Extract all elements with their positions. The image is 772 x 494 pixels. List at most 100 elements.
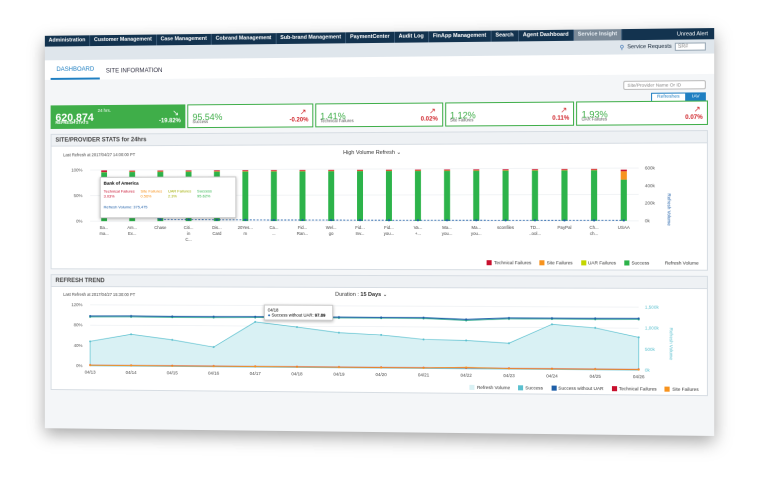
refresh-volume-point bbox=[445, 219, 449, 222]
refresh-volume-point bbox=[301, 218, 304, 222]
service-requests-label[interactable]: Service Requests bbox=[627, 43, 672, 51]
point-success-without-uar bbox=[171, 315, 174, 318]
point-refresh-volume bbox=[465, 339, 468, 342]
legend-item[interactable]: Success bbox=[624, 260, 649, 266]
stat-card-1[interactable]: 95.54% ↗ Success -0.20% bbox=[187, 103, 314, 129]
point-site-failures bbox=[171, 364, 174, 367]
x-tick-label: sconfiles bbox=[497, 225, 514, 230]
duration-dropdown[interactable]: Duration : 15 Days ⌄ bbox=[335, 291, 388, 299]
bar-success bbox=[444, 170, 451, 221]
point-refresh-volume bbox=[212, 346, 215, 349]
nav-item-9[interactable]: Agent Dashboard bbox=[518, 29, 574, 42]
search-icon[interactable]: ⚲ bbox=[619, 44, 625, 51]
bar-site-failures bbox=[329, 171, 335, 172]
y2-tick-label: 600k bbox=[645, 165, 656, 170]
legend-item[interactable]: Technical Failures bbox=[611, 386, 657, 392]
tab-site-information[interactable]: SITE INFORMATION bbox=[105, 67, 163, 75]
x-tick-label: USAA bbox=[618, 225, 630, 230]
bar-technical-failures bbox=[561, 169, 568, 170]
x-tick-label: Ran... bbox=[297, 231, 308, 236]
point-site-failures bbox=[130, 364, 133, 367]
x-tick-label: TD... bbox=[530, 225, 539, 230]
refresh-volume-point bbox=[187, 218, 190, 221]
unread-alert-link[interactable]: Unread Alert bbox=[676, 30, 708, 38]
x-tick-label: 04/17 bbox=[250, 371, 262, 376]
bar-site-failures bbox=[242, 171, 249, 172]
bar-technical-failures bbox=[531, 169, 539, 170]
bar-site-failures bbox=[444, 170, 451, 171]
point-site-failures bbox=[422, 366, 425, 369]
legend-item[interactable]: Success without UAR bbox=[551, 385, 603, 391]
bar-success bbox=[329, 171, 335, 222]
legend-item[interactable]: Success bbox=[518, 385, 543, 391]
x-tick-label: Ba... bbox=[100, 225, 109, 230]
point-success-without-uar bbox=[130, 314, 133, 317]
bar-site-failures bbox=[357, 170, 364, 172]
point-refresh-volume bbox=[507, 342, 510, 345]
tab-dashboard[interactable]: DASHBOARD bbox=[50, 65, 100, 80]
point-refresh-volume bbox=[637, 336, 640, 339]
x-tick-label: 04/19 bbox=[333, 372, 345, 377]
nav-item-6[interactable]: Audit Log bbox=[394, 31, 429, 43]
point-success-without-uar bbox=[550, 317, 554, 320]
nav-item-1[interactable]: Customer Management bbox=[90, 34, 157, 47]
bar-site-failures bbox=[531, 169, 539, 171]
nav-item-3[interactable]: Cobrand Management bbox=[211, 33, 277, 45]
x-tick-label: go bbox=[329, 231, 334, 236]
bar-site-failures bbox=[299, 170, 306, 172]
x-tick-label: 04/25 bbox=[589, 374, 601, 379]
point-success-without-uar bbox=[637, 317, 640, 320]
bar-technical-failures bbox=[414, 169, 421, 171]
bar-technical-failures bbox=[620, 169, 627, 172]
bar-success bbox=[242, 171, 249, 222]
bar-site-failures bbox=[473, 170, 480, 171]
site-search-input[interactable]: Site/Provider Name Or ID bbox=[623, 80, 706, 90]
bar-technical-failures bbox=[242, 170, 249, 172]
x-tick-label: Wel... bbox=[326, 225, 337, 230]
sr-input[interactable]: SR# bbox=[674, 42, 706, 51]
point-site-failures bbox=[379, 366, 382, 369]
nav-item-8[interactable]: Search bbox=[491, 30, 519, 42]
stat-card-4[interactable]: 1.93% ↗ UAR Failures 0.07% bbox=[576, 100, 708, 126]
stat-card-0[interactable]: 620,87424 hrs. ↘ REFRESH STATS -19.82% bbox=[50, 104, 186, 129]
legend-item[interactable]: Site Failures bbox=[539, 260, 573, 265]
y-tick-label: 40% bbox=[74, 343, 83, 348]
x-tick-label: m bbox=[244, 231, 248, 236]
y-tick-label: 0% bbox=[76, 219, 82, 224]
y-tick-label: 100% bbox=[71, 168, 82, 173]
x-tick-label: in bbox=[187, 231, 191, 236]
legend-item[interactable]: Refresh Volume bbox=[657, 260, 699, 266]
bar-technical-failures bbox=[444, 169, 451, 171]
bar-site-failures bbox=[620, 171, 627, 180]
point-site-failures bbox=[212, 365, 215, 368]
nav-item-7[interactable]: FinApp Management bbox=[428, 30, 492, 43]
stat-card-2[interactable]: 1.41% ↗ Technical Failures 0.02% bbox=[315, 102, 443, 128]
point-success-without-uar bbox=[254, 315, 257, 318]
refresh-volume-area bbox=[90, 321, 639, 370]
trend-tooltip-label: Success without UAR: bbox=[271, 312, 314, 318]
nav-item-4[interactable]: Sub-brand Management bbox=[276, 32, 347, 45]
stat-card-3[interactable]: 1.12% ↗ Site Failures 0.11% bbox=[444, 101, 575, 127]
nav-item-2[interactable]: Case Management bbox=[156, 33, 212, 46]
tooltip-site-value: 0.56% bbox=[140, 193, 152, 199]
legend-item[interactable]: Refresh Volume bbox=[469, 384, 510, 390]
nav-item-0[interactable]: Administration bbox=[44, 35, 91, 47]
x-tick-label: Ex... bbox=[128, 231, 136, 236]
x-tick-label: Ma... bbox=[442, 225, 452, 230]
trend-arrow-icon: ↗ bbox=[560, 105, 568, 115]
right-axis-label: Refresh Volume bbox=[669, 328, 674, 361]
volume-dropdown[interactable]: High Volume Refresh ⌄ bbox=[343, 149, 402, 157]
stat-percent: -19.82% bbox=[159, 118, 181, 125]
refresh-trend-panel: REFRESH TREND Last Refresh at 2017/04/27… bbox=[50, 274, 708, 397]
nav-item-10[interactable]: Service Insight bbox=[573, 29, 623, 41]
trend-tooltip: 04/18 ● Success without UAR: 97.89 bbox=[263, 304, 334, 321]
legend-item[interactable]: UAR Failures bbox=[580, 260, 616, 265]
stat-label: Technical Failures bbox=[320, 118, 354, 124]
legend-item[interactable]: Technical Failures bbox=[486, 260, 531, 265]
refresh-volume-point bbox=[330, 219, 334, 222]
bar-success bbox=[531, 170, 539, 221]
nav-item-5[interactable]: PaymentCenter bbox=[346, 31, 395, 44]
x-tick-label: +... bbox=[415, 231, 421, 236]
bar-site-failures bbox=[157, 171, 164, 172]
legend-item[interactable]: Site Failures bbox=[664, 386, 699, 392]
